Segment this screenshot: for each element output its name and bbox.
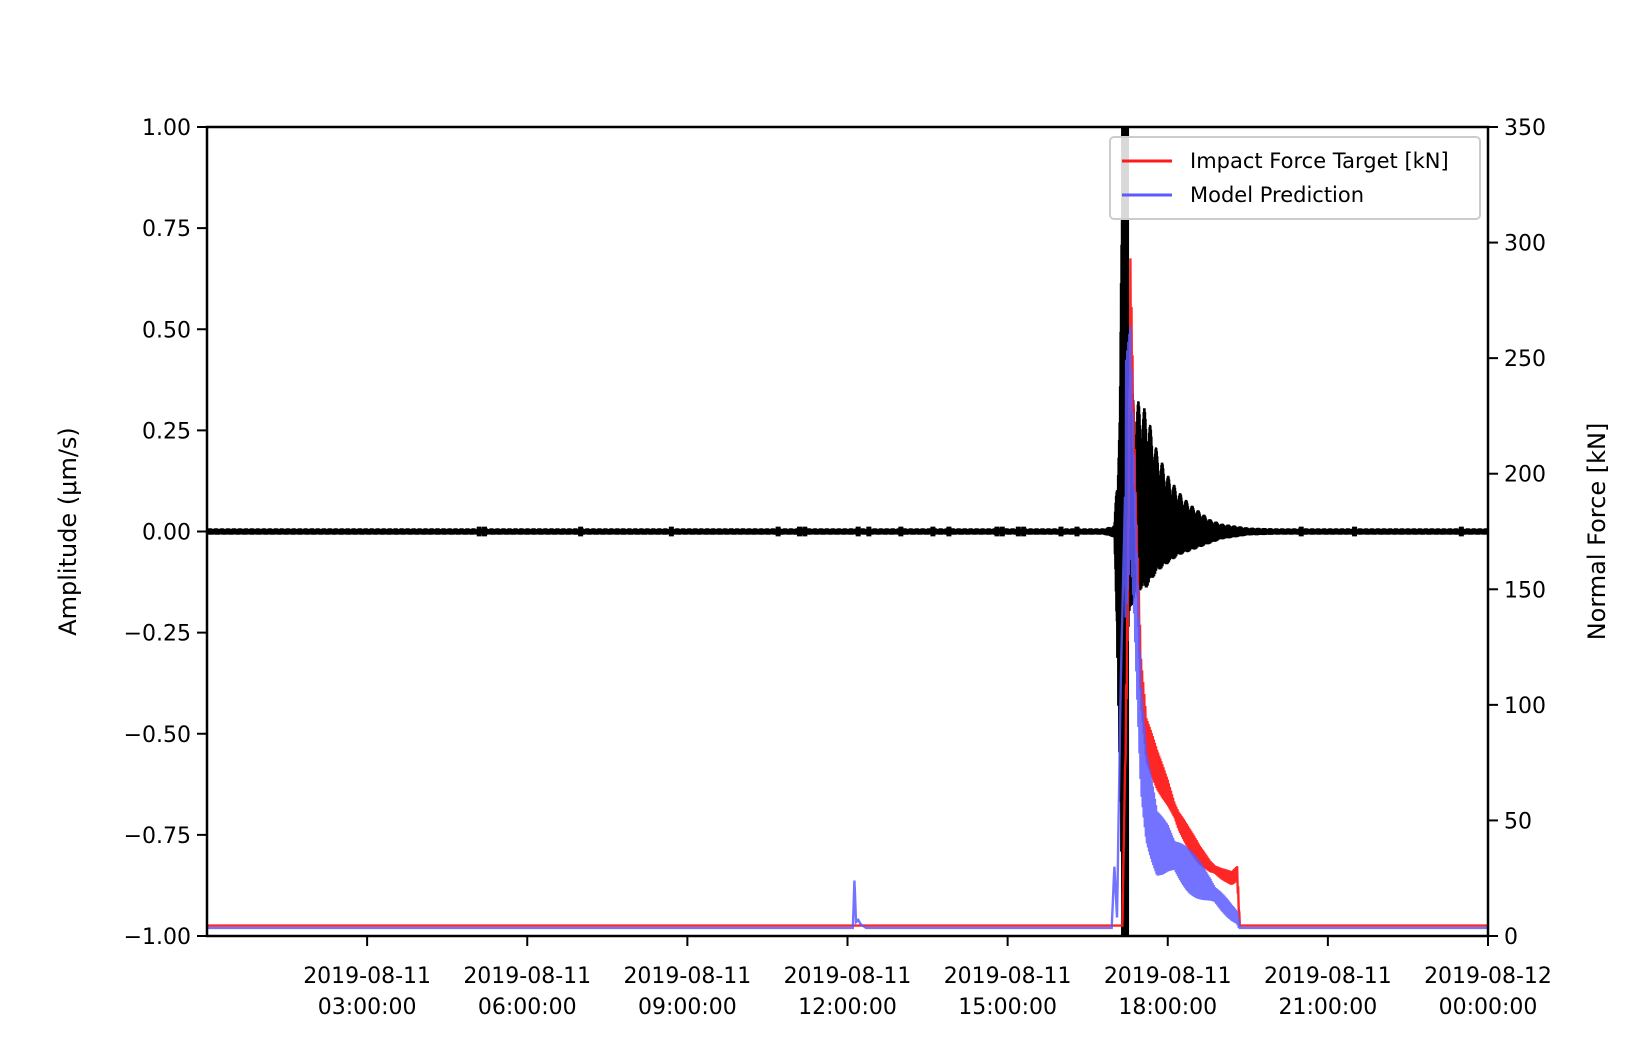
legend-label-model-prediction: Model Prediction <box>1190 183 1364 207</box>
y-tick-label-left: −0.25 <box>124 622 191 647</box>
x-tick-label-time: 18:00:00 <box>1118 995 1217 1020</box>
y-tick-label-right: 50 <box>1504 809 1532 834</box>
y-tick-label-left: 0.50 <box>142 318 191 343</box>
legend-label-impact-force: Impact Force Target [kN] <box>1190 149 1449 173</box>
left-axis: 1.00 0.75 0.50 0.25 0.00 −0.25 −0.50 −0.75 −1.00 <box>124 116 207 950</box>
y-tick-label-right: 150 <box>1504 578 1546 603</box>
x-tick-label-date: 2019-08-12 <box>1424 964 1552 989</box>
x-tick-label-date: 2019-08-11 <box>944 964 1072 989</box>
y-tick-label-right: 300 <box>1504 232 1546 257</box>
y-tick-label-left: −0.75 <box>124 824 191 849</box>
y-tick-label-left: −1.00 <box>124 925 191 950</box>
series-impact-force-line <box>207 258 1488 927</box>
y-axis-title-right: Normal Force [kN] <box>1583 423 1611 641</box>
legend-box <box>1109 136 1481 220</box>
series-model-line <box>207 326 1488 930</box>
y-tick-label-left: 0.75 <box>142 217 191 242</box>
x-axis: 2019-08-11 03:00:00 2019-08-11 06:00:00 2019… <box>303 936 1552 1020</box>
x-tick-label-date: 2019-08-11 <box>784 964 912 989</box>
x-tick-label-date: 2019-08-11 <box>1264 964 1392 989</box>
y-tick-label-left: 0.00 <box>142 521 191 546</box>
y-tick-label-right: 200 <box>1504 463 1546 488</box>
x-tick-label-date: 2019-08-11 <box>623 964 751 989</box>
series-amplitude-line <box>205 217 1490 890</box>
right-axis: 350 300 250 200 150 100 50 0 <box>1488 116 1546 950</box>
y-tick-label-right: 0 <box>1504 925 1518 950</box>
y-tick-label-right: 250 <box>1504 347 1546 372</box>
x-tick-label-date: 2019-08-11 <box>1104 964 1232 989</box>
x-tick-label-time: 09:00:00 <box>638 995 737 1020</box>
y-tick-label-left: −0.50 <box>124 723 191 748</box>
x-tick-label-time: 06:00:00 <box>478 995 577 1020</box>
y-tick-label-right: 100 <box>1504 694 1546 719</box>
series-layer <box>205 127 1490 936</box>
x-tick-label-time: 21:00:00 <box>1278 995 1377 1020</box>
y-axis-title-left: Amplitude (μm/s) <box>54 427 82 636</box>
x-tick-label-time: 12:00:00 <box>798 995 897 1020</box>
x-tick-label-time: 00:00:00 <box>1439 995 1538 1020</box>
y-tick-label-left: 1.00 <box>142 116 191 141</box>
y-tick-label-right: 350 <box>1504 116 1546 141</box>
x-tick-label-date: 2019-08-11 <box>463 964 591 989</box>
x-tick-label-time: 15:00:00 <box>958 995 1057 1020</box>
x-tick-label-date: 2019-08-11 <box>303 964 431 989</box>
legend: Impact Force Target [kN] Model Predictio… <box>1109 136 1481 220</box>
y-tick-label-left: 0.25 <box>142 419 191 444</box>
x-tick-label-time: 03:00:00 <box>318 995 417 1020</box>
